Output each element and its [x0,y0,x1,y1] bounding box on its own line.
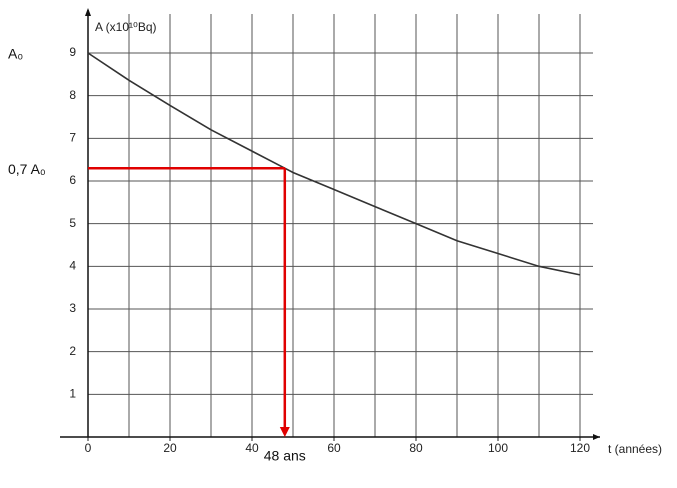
x-axis-label: t (années) [608,442,662,456]
y-tick-label: 9 [69,45,76,59]
annotation: 48 ans [264,448,306,464]
annotation: 0,7 A₀ [8,161,46,177]
x-tick-label: 120 [570,441,590,455]
x-tick-label: 80 [409,441,423,455]
x-tick-label: 20 [163,441,177,455]
x-tick-label: 60 [327,441,341,455]
y-tick-label: 5 [69,216,76,230]
reference-arrow [279,427,290,437]
y-axis-arrow [85,8,91,16]
y-tick-label: 7 [69,131,76,145]
y-tick-label: 4 [69,259,76,273]
x-tick-label: 100 [488,441,508,455]
y-tick-label: 1 [69,387,76,401]
y-tick-label: 6 [69,173,76,187]
x-tick-label: 0 [85,441,92,455]
x-axis-arrow [593,434,600,440]
data-line [87,52,581,276]
y-tick-label: 2 [69,344,76,358]
y-tick-label: 8 [69,88,76,102]
x-tick-label: 40 [245,441,259,455]
y-tick-label: 3 [69,301,76,315]
annotation: A₀ [8,46,23,62]
y-axis-label: A (x10¹⁰Bq) [95,20,157,34]
